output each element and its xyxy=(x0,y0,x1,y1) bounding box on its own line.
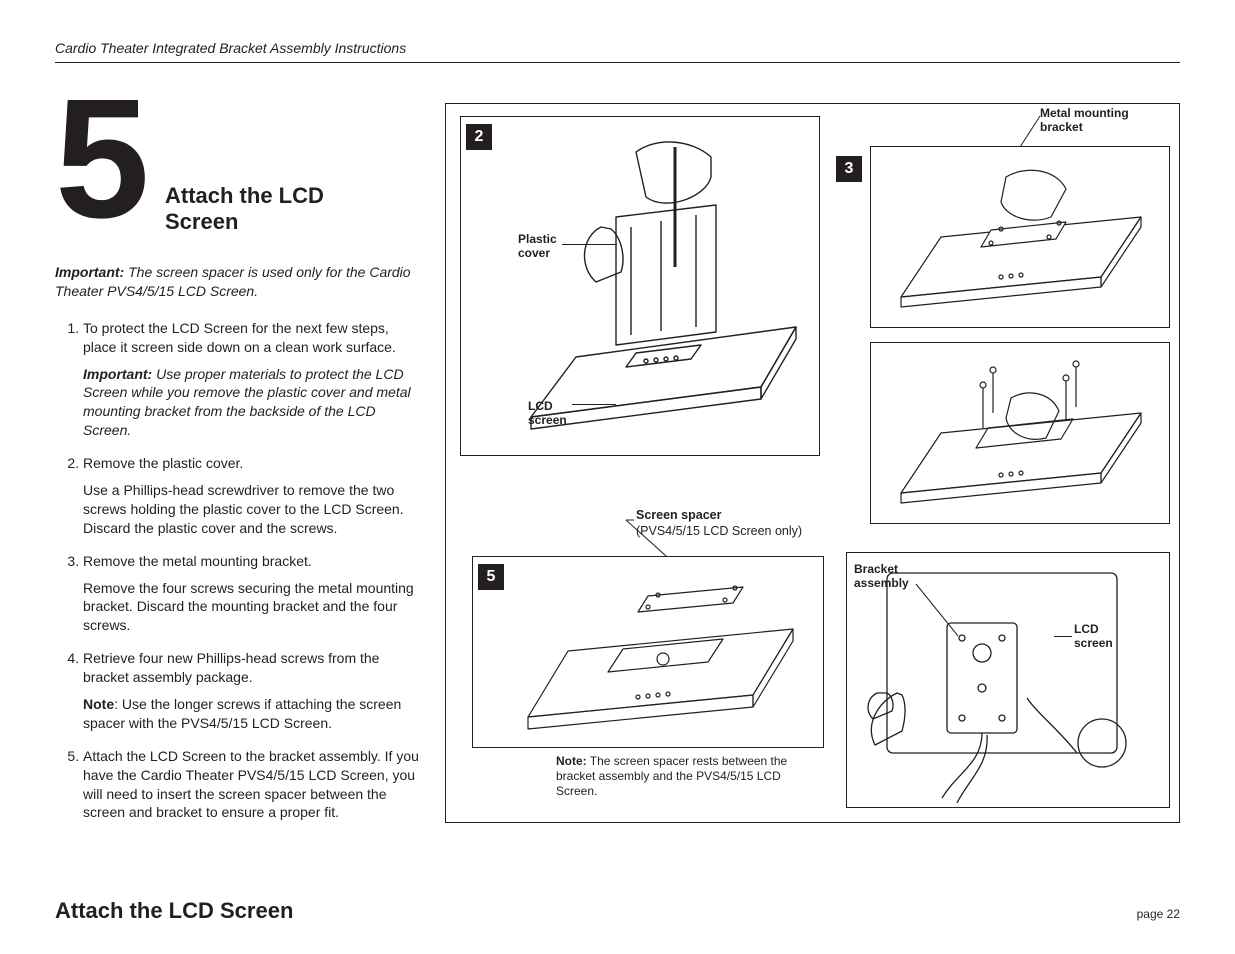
figure-5-number: 5 xyxy=(478,564,504,590)
figure-5-box xyxy=(472,556,824,748)
leader-line xyxy=(572,404,616,405)
figure-3b-box xyxy=(870,342,1170,524)
running-head: Cardio Theater Integrated Bracket Assemb… xyxy=(55,40,1180,63)
leader-line xyxy=(562,244,617,245)
figure-assembly-drawing xyxy=(847,553,1171,809)
list-item: Remove the plastic cover. Use a Phillips… xyxy=(83,454,425,538)
instruction-column: 5 Attach the LCD Screen Important: The s… xyxy=(55,103,425,836)
sub-label: Important: xyxy=(83,366,152,382)
step-title: Attach the LCD Screen xyxy=(165,183,385,236)
page-footer: Attach the LCD Screen page 22 xyxy=(55,898,1180,924)
step-body: To protect the LCD Screen for the next f… xyxy=(83,320,396,355)
intro-note: Important: The screen spacer is used onl… xyxy=(55,263,425,301)
list-item: Retrieve four new Phillips-head screws f… xyxy=(83,649,425,733)
callout-metal-bracket: Metal mounting bracket xyxy=(1040,106,1160,135)
step-body: Retrieve four new Phillips-head screws f… xyxy=(83,650,379,685)
footer-title: Attach the LCD Screen xyxy=(55,898,293,924)
figure-5-note: Note: The screen spacer rests between th… xyxy=(556,754,816,799)
callout-lcd-screen-2: LCD screen xyxy=(1074,622,1134,651)
list-item: To protect the LCD Screen for the next f… xyxy=(83,319,425,440)
step-body: Attach the LCD Screen to the bracket ass… xyxy=(83,748,419,821)
figure-3a-drawing xyxy=(871,147,1171,329)
step-list: To protect the LCD Screen for the next f… xyxy=(55,319,425,823)
figure-2-number: 2 xyxy=(466,124,492,150)
leader-line xyxy=(1054,636,1072,637)
note-label: Note: xyxy=(556,754,587,768)
step-sub: Remove the four screws securing the meta… xyxy=(83,579,425,636)
figure-2-box xyxy=(460,116,820,456)
callout-plastic-cover: Plastic cover xyxy=(518,232,578,261)
step-sub: Note: Use the longer screws if attaching… xyxy=(83,695,425,733)
step-body: Remove the metal mounting bracket. xyxy=(83,553,312,569)
figure-2-drawing xyxy=(461,117,821,457)
figure-5-drawing xyxy=(473,557,825,749)
step-number: 5 xyxy=(55,93,142,226)
list-item: Remove the metal mounting bracket. Remov… xyxy=(83,552,425,636)
figure-3a-box xyxy=(870,146,1170,328)
leader-line xyxy=(914,582,964,642)
footer-page-number: page 22 xyxy=(1137,907,1180,921)
figure-3-number: 3 xyxy=(836,156,862,182)
step-body: Remove the plastic cover. xyxy=(83,455,243,471)
note-text: The screen spacer rests between the brac… xyxy=(556,754,787,798)
list-item: Attach the LCD Screen to the bracket ass… xyxy=(83,747,425,823)
intro-label: Important: xyxy=(55,264,124,280)
figure-3b-drawing xyxy=(871,343,1171,525)
step-sub: Important: Use proper materials to prote… xyxy=(83,365,425,441)
sub-label: Note xyxy=(83,696,114,712)
figure-panel: 2 Plastic cover LCD screen Metal mountin… xyxy=(445,103,1180,823)
step-sub: Use a Phillips-head screwdriver to remov… xyxy=(83,481,425,538)
sub-text: : Use the longer screws if attaching the… xyxy=(83,696,401,731)
